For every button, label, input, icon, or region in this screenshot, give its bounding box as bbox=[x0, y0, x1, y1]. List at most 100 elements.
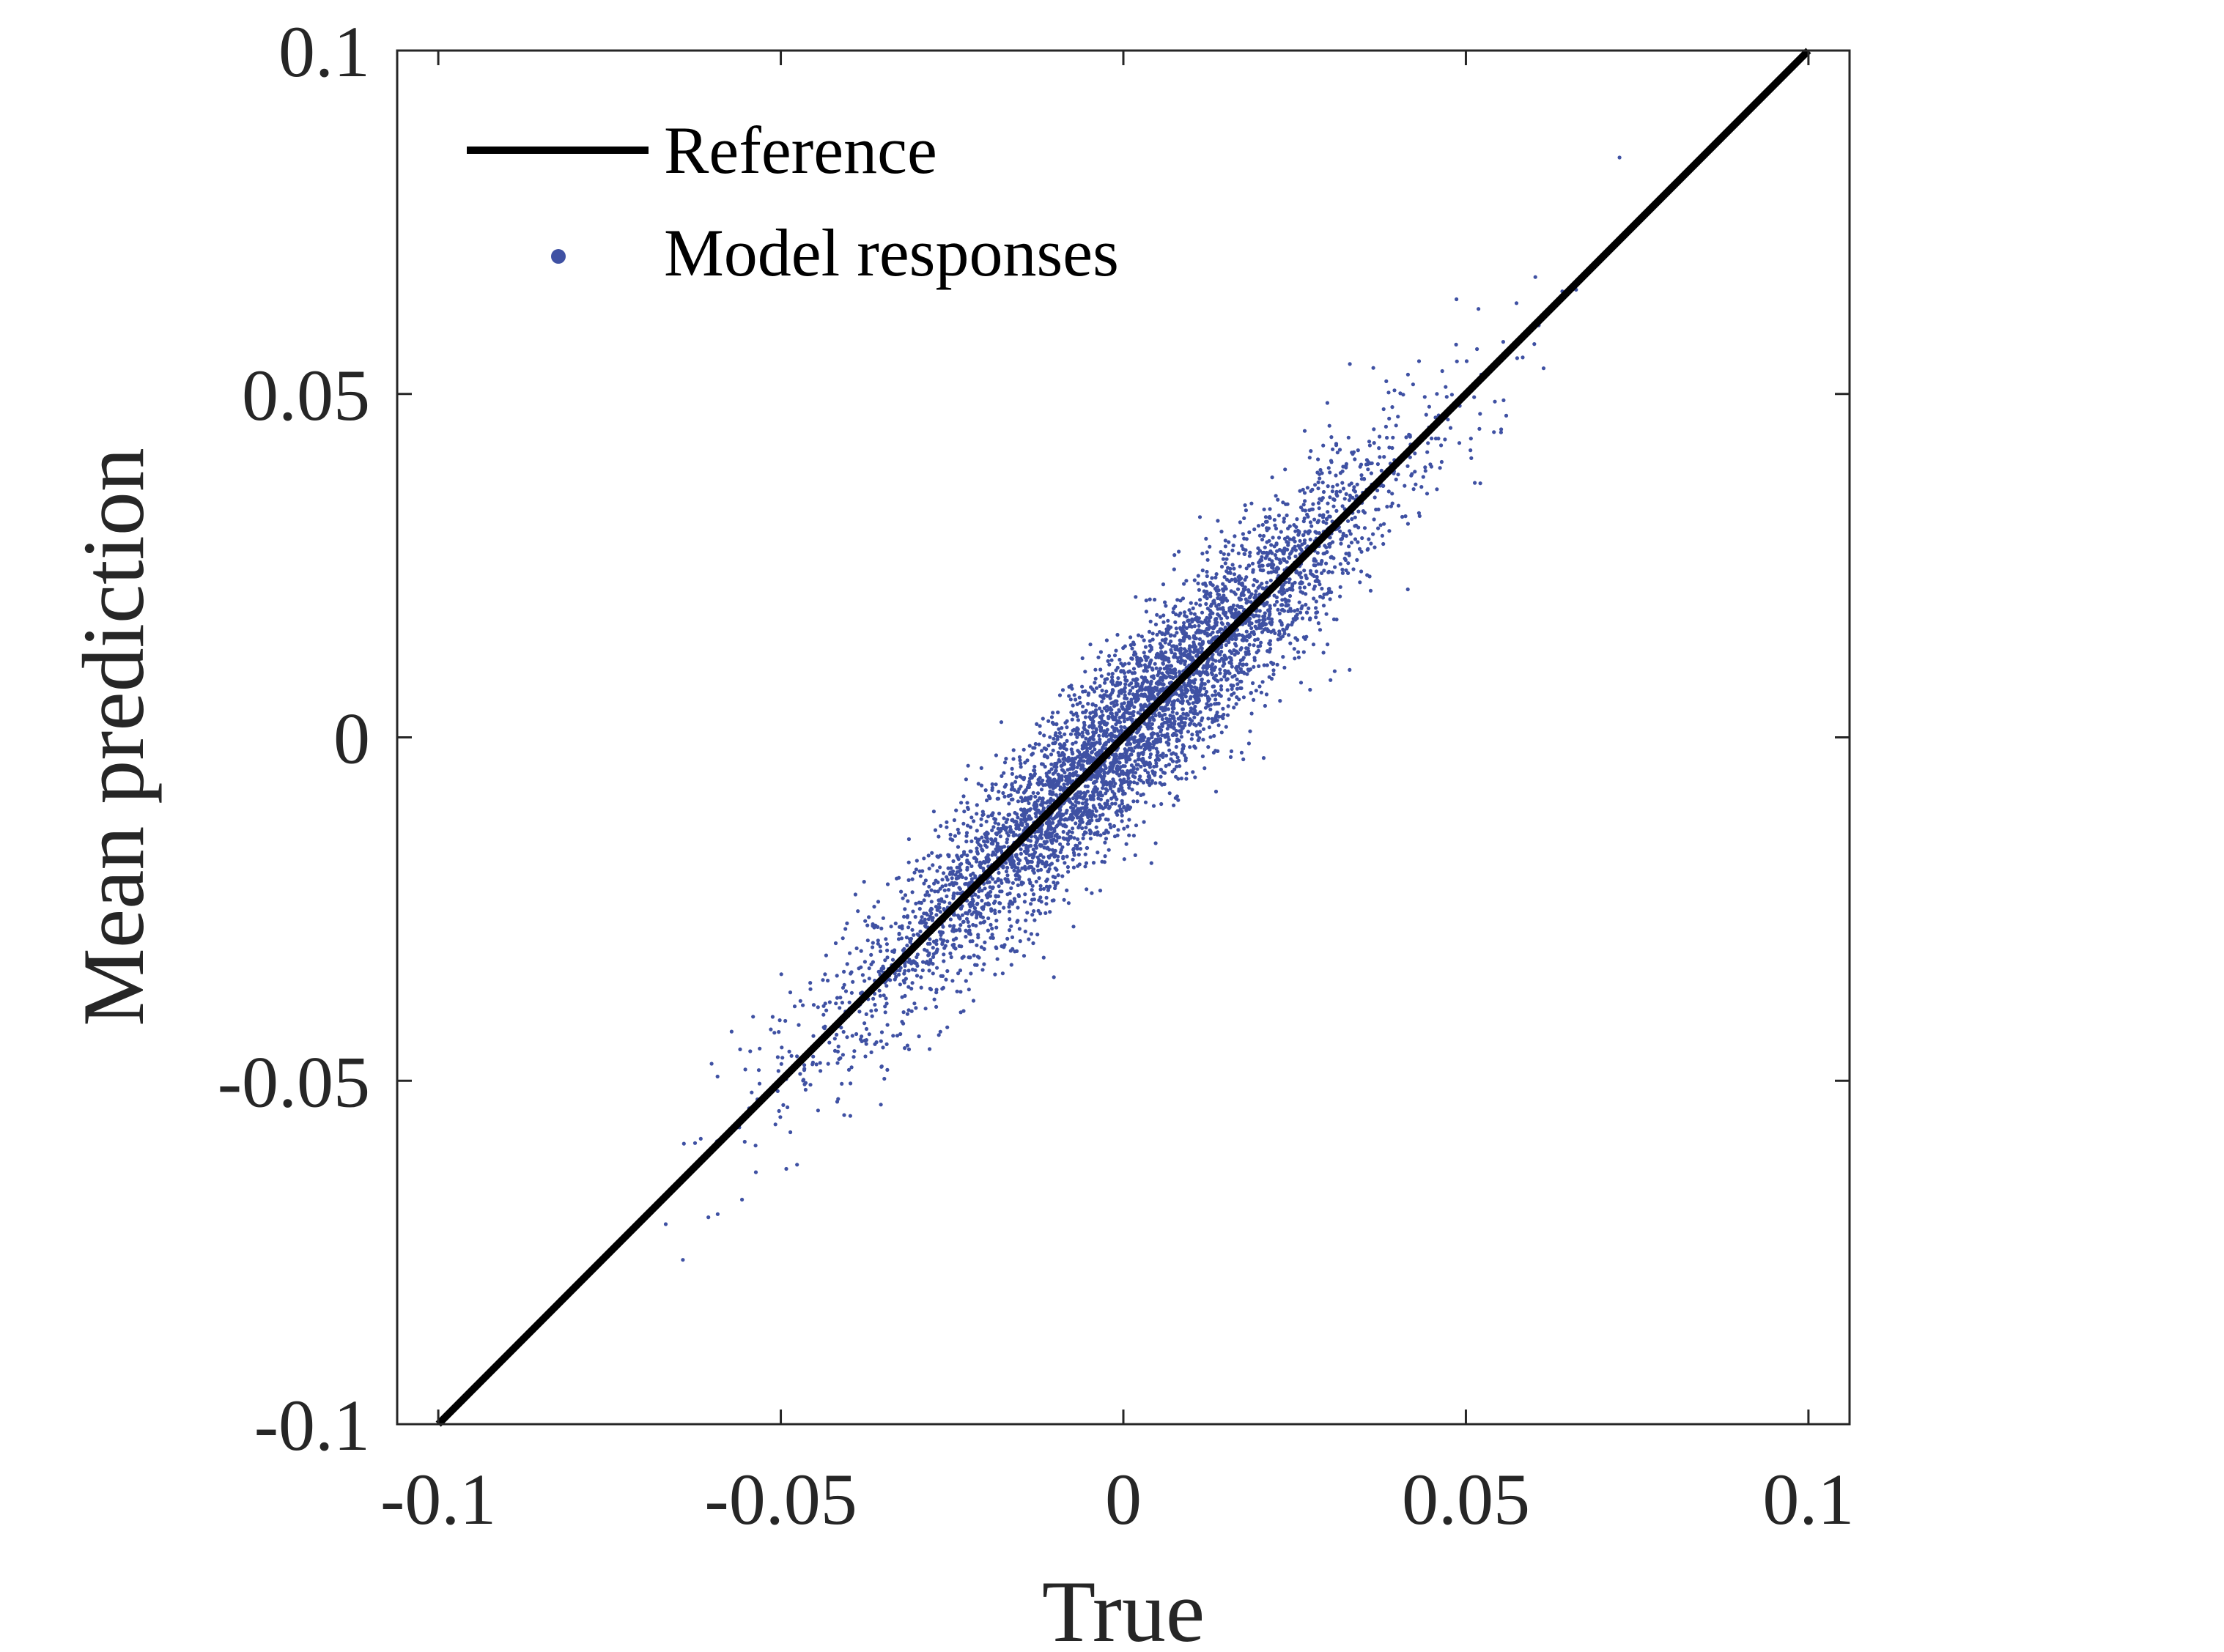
scatter-point bbox=[984, 819, 989, 823]
scatter-point bbox=[1131, 653, 1137, 657]
scatter-point bbox=[1125, 806, 1129, 810]
scatter-point bbox=[1136, 729, 1140, 733]
scatter-point bbox=[1029, 932, 1033, 936]
scatter-point bbox=[1246, 649, 1251, 653]
scatter-point bbox=[1331, 504, 1336, 508]
scatter-point bbox=[1177, 549, 1181, 554]
scatter-point bbox=[1299, 606, 1304, 611]
scatter-point bbox=[1321, 651, 1326, 655]
scatter-point bbox=[883, 1004, 887, 1009]
scatter-point bbox=[1151, 675, 1156, 681]
scatter-point bbox=[1274, 599, 1279, 604]
scatter-point bbox=[964, 876, 968, 881]
scatter-point bbox=[1477, 426, 1482, 431]
scatter-point bbox=[1256, 546, 1260, 551]
scatter-point bbox=[910, 927, 915, 932]
scatter-point bbox=[850, 1034, 854, 1038]
scatter-point bbox=[1238, 598, 1242, 602]
scatter-point bbox=[1087, 818, 1092, 823]
scatter-point bbox=[743, 1067, 747, 1072]
scatter-point bbox=[1079, 766, 1085, 770]
scatter-point bbox=[1093, 703, 1098, 708]
scatter-point bbox=[847, 1000, 851, 1004]
scatter-point bbox=[945, 939, 950, 944]
scatter-point bbox=[1267, 516, 1271, 520]
scatter-point bbox=[1172, 634, 1177, 638]
scatter-point bbox=[936, 1033, 941, 1037]
scatter-point bbox=[914, 867, 918, 872]
scatter-point bbox=[1145, 669, 1149, 673]
scatter-point bbox=[903, 993, 907, 998]
scatter-point bbox=[1256, 524, 1261, 528]
scatter-point bbox=[1216, 723, 1221, 727]
scatter-point bbox=[857, 966, 861, 971]
scatter-point bbox=[838, 996, 843, 1000]
scatter-point bbox=[1111, 689, 1115, 693]
scatter-point bbox=[1059, 763, 1063, 768]
scatter-point bbox=[989, 908, 994, 913]
scatter-point bbox=[1170, 710, 1175, 714]
scatter-point bbox=[1148, 747, 1152, 752]
scatter-point bbox=[993, 899, 997, 903]
scatter-point bbox=[1216, 596, 1220, 601]
scatter-point bbox=[1347, 498, 1351, 503]
scatter-point bbox=[953, 881, 957, 885]
scatter-point bbox=[906, 837, 911, 842]
scatter-point bbox=[1122, 804, 1126, 810]
scatter-point bbox=[1179, 777, 1183, 781]
scatter-point bbox=[1107, 769, 1112, 774]
scatter-point bbox=[1127, 833, 1131, 837]
scatter-point bbox=[1178, 642, 1182, 647]
scatter-point bbox=[925, 890, 929, 894]
scatter-point bbox=[935, 869, 939, 873]
scatter-point bbox=[1164, 753, 1169, 758]
scatter-point bbox=[1009, 900, 1013, 905]
scatter-point bbox=[1200, 642, 1204, 647]
scatter-point bbox=[1102, 860, 1107, 864]
scatter-point bbox=[978, 914, 983, 919]
scatter-point bbox=[1187, 702, 1192, 706]
scatter-point bbox=[1077, 695, 1082, 700]
scatter-point bbox=[1010, 771, 1014, 776]
scatter-point bbox=[1120, 819, 1124, 823]
scatter-point bbox=[1260, 568, 1265, 573]
scatter-point bbox=[1127, 662, 1131, 666]
scatter-point bbox=[1098, 715, 1102, 719]
scatter-point bbox=[1227, 640, 1231, 645]
scatter-point bbox=[1217, 659, 1222, 664]
scatter-point bbox=[910, 981, 915, 985]
scatter-point bbox=[926, 853, 931, 858]
scatter-point bbox=[999, 878, 1003, 883]
scatter-point bbox=[1014, 826, 1019, 831]
scatter-point bbox=[1129, 656, 1134, 661]
scatter-point bbox=[947, 872, 952, 876]
scatter-point bbox=[990, 933, 994, 937]
scatter-point bbox=[1071, 771, 1076, 776]
scatter-point bbox=[1169, 757, 1173, 761]
scatter-point bbox=[1521, 355, 1525, 360]
scatter-point bbox=[1123, 710, 1128, 714]
scatter-point bbox=[1150, 731, 1155, 736]
scatter-point bbox=[905, 944, 909, 948]
scatter-point bbox=[1013, 779, 1018, 784]
scatter-point bbox=[1149, 647, 1153, 652]
scatter-point bbox=[748, 1049, 753, 1053]
scatter-point bbox=[1178, 651, 1183, 656]
scatter-point bbox=[1287, 633, 1291, 637]
scatter-point bbox=[1035, 933, 1040, 937]
scatter-point bbox=[1241, 593, 1246, 597]
scatter-point bbox=[1148, 752, 1153, 757]
scatter-point bbox=[1341, 486, 1346, 491]
scatter-point bbox=[1330, 570, 1334, 574]
scatter-point bbox=[891, 1034, 895, 1038]
scatter-point bbox=[1104, 638, 1109, 642]
scatter-point bbox=[1008, 891, 1012, 896]
scatter-point bbox=[1183, 659, 1187, 664]
scatter-point bbox=[1197, 616, 1201, 621]
scatter-point bbox=[1028, 881, 1032, 886]
scatter-point bbox=[1533, 275, 1537, 279]
scatter-point bbox=[1067, 694, 1071, 698]
scatter-point bbox=[1286, 609, 1290, 614]
scatter-point bbox=[1055, 812, 1060, 816]
